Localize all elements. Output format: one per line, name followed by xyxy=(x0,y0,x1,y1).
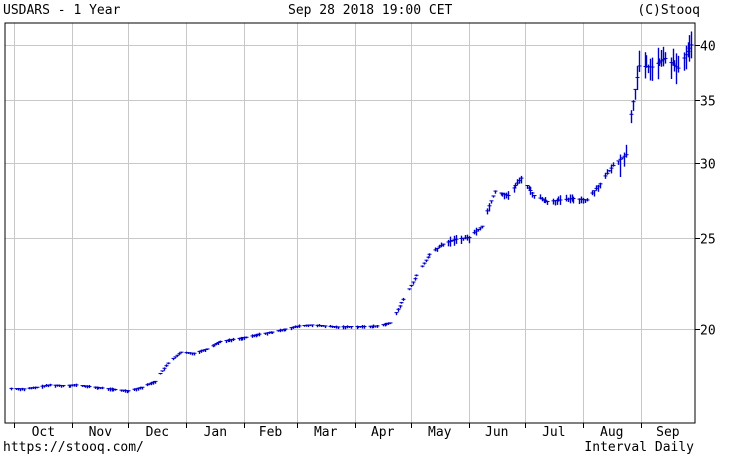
price-series xyxy=(9,31,694,394)
x-tick-label: Sep xyxy=(656,425,680,440)
y-tick-label: 25 xyxy=(700,233,716,248)
interval-label: Interval Daily xyxy=(584,440,694,455)
x-tick-label: Oct xyxy=(32,425,55,440)
y-tick-label: 40 xyxy=(700,40,716,55)
x-tick-label: Jul xyxy=(542,425,565,440)
x-tick-label: Apr xyxy=(371,425,395,440)
x-axis-ticks: Oct Nov Dec Jan Feb Mar Apr May Jun Jul Aug Sep xyxy=(14,423,680,440)
x-tick-label: Dec xyxy=(146,425,169,440)
plot-frame xyxy=(4,22,696,424)
grid-lines xyxy=(5,23,695,423)
x-tick-label: Mar xyxy=(314,425,338,440)
timestamp: Sep 28 2018 19:00 CET xyxy=(288,3,453,18)
source-link[interactable]: https://stooq.com/ xyxy=(3,440,144,455)
copyright: (C)Stooq xyxy=(637,3,700,18)
x-tick-label: Nov xyxy=(89,425,113,440)
x-tick-label: Aug xyxy=(600,425,623,440)
y-tick-label: 20 xyxy=(700,324,716,339)
y-axis-ticks: 20 25 30 35 40 xyxy=(695,40,716,339)
y-tick-label: 30 xyxy=(700,158,716,173)
y-tick-label: 35 xyxy=(700,95,716,110)
x-tick-label: Feb xyxy=(259,425,283,440)
x-tick-label: Jan xyxy=(204,425,227,440)
x-tick-label: Jun xyxy=(485,425,508,440)
chart-title: USDARS - 1 Year xyxy=(3,3,121,18)
x-tick-label: May xyxy=(428,425,452,440)
